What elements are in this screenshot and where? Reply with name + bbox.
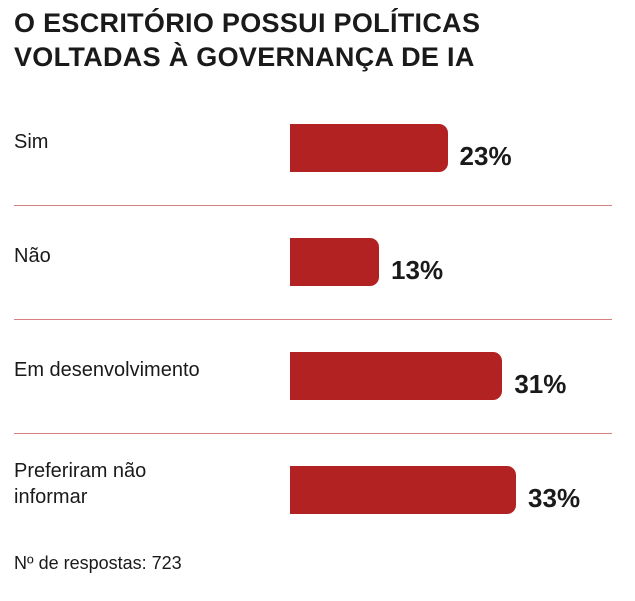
separator [14,205,612,206]
category-label: Sim [14,131,49,153]
category-label: Em desenvolvimento [14,359,200,381]
value-label: 13% [391,255,444,285]
separator [14,319,612,320]
separator [14,433,612,434]
value-label: 33% [528,483,581,513]
bar [290,352,503,400]
bar [290,238,380,286]
category-label: Preferiram não informar [14,460,147,508]
note: Nº de respostas: 723 [14,553,182,573]
category-label: Não [14,245,51,267]
bar [290,466,517,514]
value-label: 23% [459,141,512,171]
chart-title: O ESCRITÓRIO POSSUI POLÍTICAS VOLTADAS À… [14,8,481,72]
bar [290,124,448,172]
value-label: 31% [514,369,567,399]
